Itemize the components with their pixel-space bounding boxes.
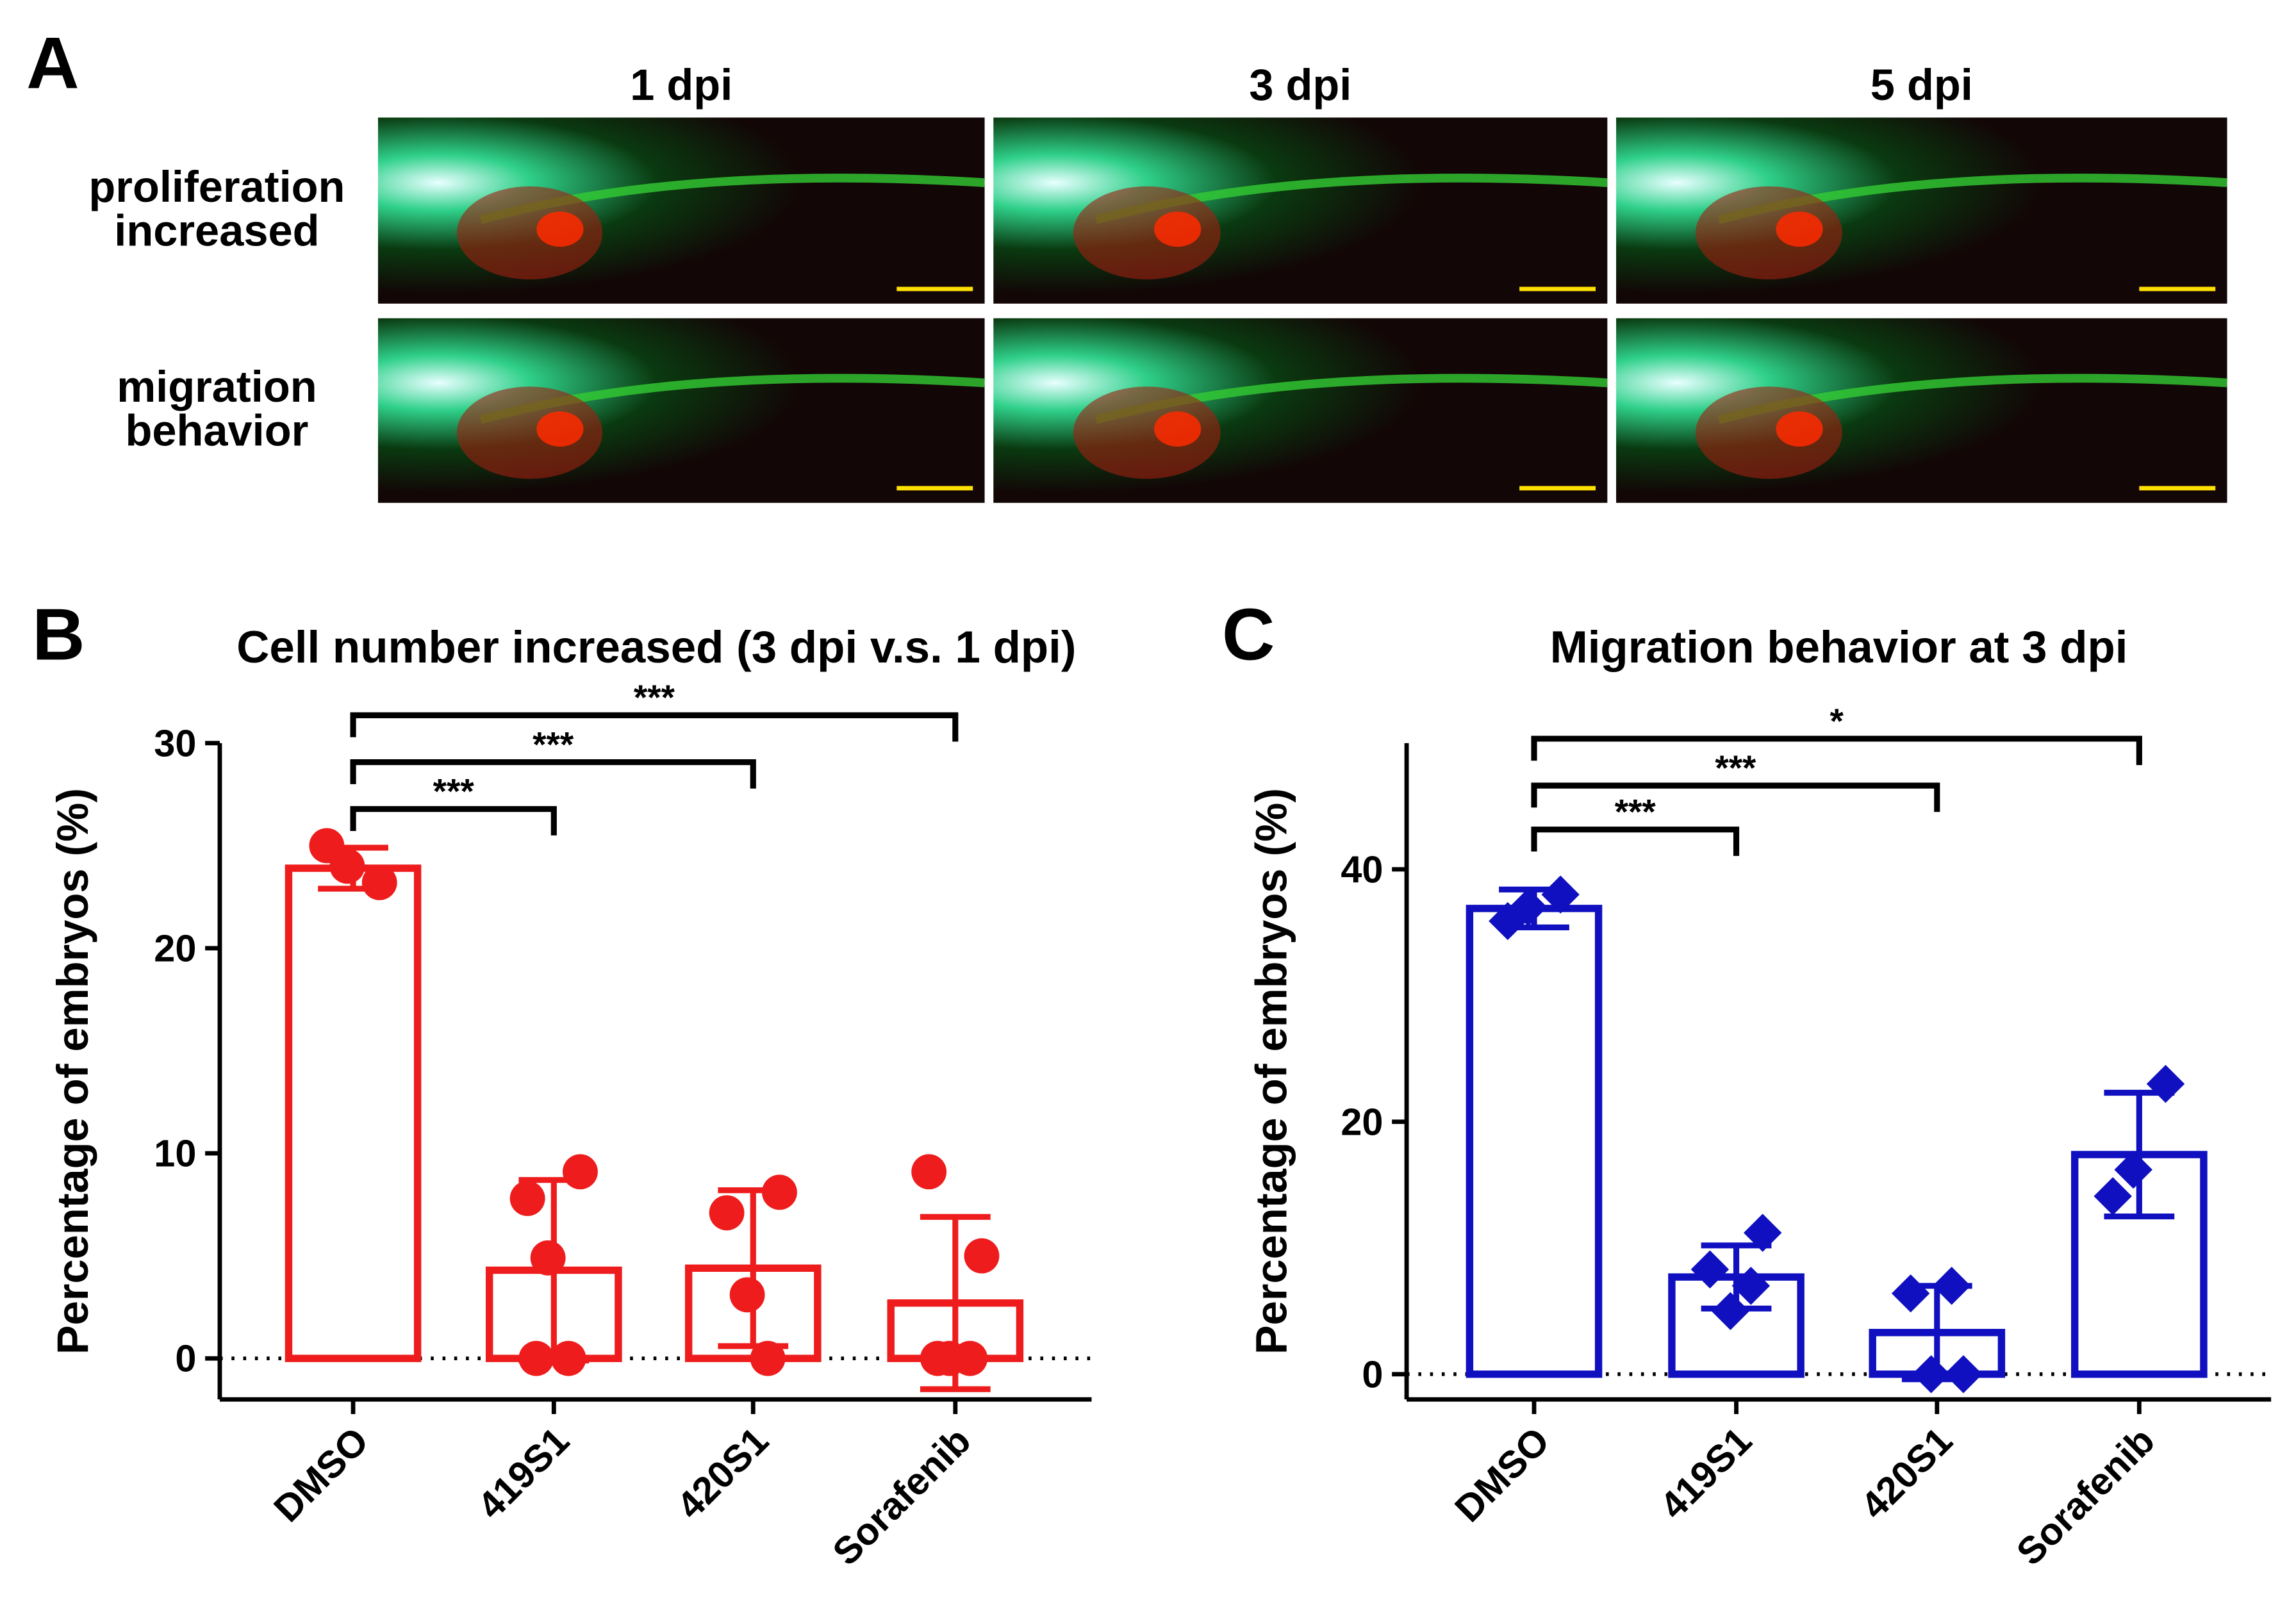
yolk: [1696, 386, 1842, 479]
tumor: [1776, 411, 1823, 447]
x-tick-label: DMSO: [265, 1419, 376, 1530]
yolk: [1073, 386, 1221, 479]
significance-label: ***: [433, 771, 475, 811]
tumor: [1154, 411, 1202, 447]
y-axis-label: Percentage of embryos (%): [1247, 788, 1296, 1354]
row-label: increased: [114, 206, 319, 256]
column-label: 5 dpi: [1871, 60, 1973, 110]
data-point: [550, 1340, 586, 1376]
significance-bracket: [1531, 782, 1940, 812]
yolk: [456, 186, 603, 280]
significance-bracket: [350, 759, 756, 789]
data-point: [709, 1195, 745, 1231]
data-point: [509, 1181, 545, 1216]
data-point: [729, 1277, 765, 1313]
data-point: [1541, 875, 1580, 914]
chart-title: Cell number increased (3 dpi v.s. 1 dpi): [236, 622, 1076, 673]
column-label: 3 dpi: [1249, 60, 1351, 110]
y-tick-label: 30: [154, 721, 196, 764]
tumor: [536, 411, 584, 447]
data-point: [2094, 1177, 2132, 1215]
x-tick-label: 420S1: [668, 1419, 777, 1527]
significance-label: ***: [634, 677, 675, 717]
bar: [1466, 905, 1603, 1378]
data-point: [964, 1238, 1000, 1274]
bar: [285, 864, 422, 1362]
yolk: [456, 386, 603, 479]
x-tick-label: Sorafenib: [2008, 1419, 2163, 1574]
tumor: [1154, 211, 1202, 247]
significance-bracket: [1531, 827, 1740, 856]
panel-label: A: [26, 23, 79, 104]
data-point: [2114, 1150, 2152, 1189]
data-point: [530, 1240, 566, 1276]
significance-label: ***: [533, 724, 574, 764]
y-tick-label: 10: [154, 1132, 196, 1175]
y-tick-label: 40: [1341, 848, 1383, 891]
data-point: [750, 1340, 786, 1376]
x-tick-label: 420S1: [1853, 1419, 1961, 1527]
significance-bracket: [350, 806, 557, 835]
y-axis-label: Percentage of embryos (%): [48, 788, 97, 1354]
y-tick-label: 20: [1341, 1100, 1383, 1143]
significance-label: *: [1829, 701, 1844, 741]
panel-label: B: [32, 594, 85, 675]
data-point: [911, 1154, 947, 1190]
y-tick-label: 0: [175, 1337, 196, 1380]
data-point: [518, 1340, 554, 1376]
data-point: [1711, 1292, 1750, 1331]
data-point: [920, 1340, 955, 1376]
data-point: [1509, 888, 1548, 926]
data-point: [1944, 1355, 1983, 1394]
significance-label: ***: [1715, 748, 1756, 787]
data-point: [2146, 1064, 2185, 1103]
data-point: [761, 1174, 797, 1210]
significance-bracket: [1531, 736, 2142, 766]
column-label: 1 dpi: [630, 60, 732, 110]
yolk: [1696, 186, 1842, 280]
panel-label: C: [1222, 594, 1275, 675]
row-label: proliferation: [88, 162, 345, 211]
data-point: [1743, 1214, 1782, 1252]
data-point: [1690, 1250, 1730, 1289]
data-point: [1891, 1274, 1930, 1313]
y-tick-label: 0: [1362, 1353, 1383, 1395]
yolk: [1073, 186, 1221, 280]
row-label: migration: [117, 362, 317, 411]
significance-bracket: [350, 712, 959, 742]
chart-title: Migration behavior at 3 dpi: [1550, 622, 2128, 673]
x-tick-label: 419S1: [1651, 1419, 1760, 1527]
tumor: [1776, 211, 1823, 247]
x-tick-label: DMSO: [1446, 1419, 1557, 1530]
data-point: [361, 865, 397, 900]
data-point: [563, 1154, 598, 1190]
significance-label: ***: [1615, 792, 1656, 832]
x-tick-label: Sorafenib: [824, 1419, 979, 1574]
row-label: behavior: [125, 406, 308, 456]
data-point: [329, 848, 365, 884]
tumor: [536, 211, 584, 247]
data-point: [952, 1340, 988, 1376]
y-tick-label: 20: [154, 927, 196, 970]
data-point: [1912, 1355, 1951, 1394]
x-tick-label: 419S1: [469, 1419, 577, 1527]
